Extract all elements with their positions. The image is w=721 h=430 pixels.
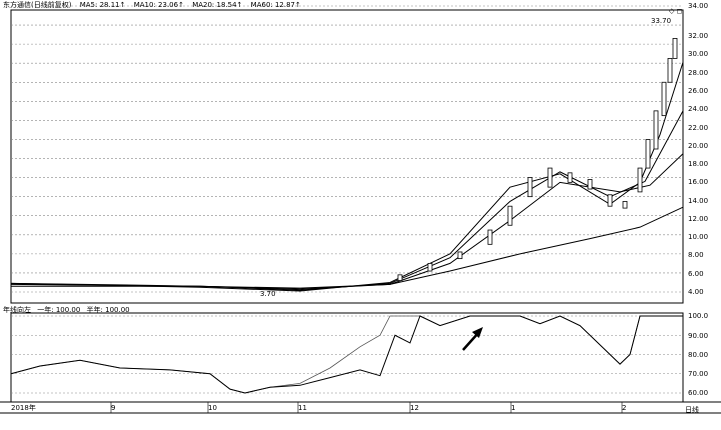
upper-legend: 东方通信(日线前复权) MA5: 28.11↑ MA10: 23.06↑ MA2… — [3, 1, 307, 10]
ma10-line — [10, 110, 684, 291]
indicator-tick: 100.0 — [688, 312, 709, 320]
price-tick: 24.00 — [688, 105, 709, 113]
candle — [622, 201, 628, 209]
peak-price-label: 33.70 — [651, 17, 672, 25]
price-tick: 12.00 — [688, 215, 709, 223]
price-tick: 30.00 — [688, 50, 709, 58]
candle — [487, 229, 493, 245]
candle — [587, 179, 593, 190]
candle — [567, 172, 573, 183]
lower-legend-title: 年线向左 — [3, 306, 31, 314]
window-icons[interactable]: ◇ ◻ — [669, 7, 683, 15]
candle — [661, 81, 667, 117]
date-tick: 1 — [511, 404, 516, 412]
price-tick: 20.00 — [688, 142, 709, 150]
price-tick: 26.00 — [688, 87, 709, 95]
candle — [547, 167, 553, 188]
candle — [607, 194, 613, 207]
candle — [457, 251, 463, 260]
date-tick: 2 — [622, 404, 627, 412]
price-tick: 22.00 — [688, 124, 709, 132]
indicator-tick: 80.00 — [688, 351, 709, 359]
price-tick: 18.00 — [688, 160, 709, 168]
date-tick: 2018年 — [11, 404, 36, 412]
date-tick: 11 — [298, 404, 307, 412]
date-tick: 9 — [111, 404, 116, 412]
price-tick: 32.00 — [688, 32, 709, 40]
candle — [527, 177, 533, 198]
indicator-tick: 60.00 — [688, 389, 709, 397]
low-price-label: 3.70 — [260, 290, 276, 298]
ma60-line — [10, 206, 684, 289]
indicator-panel-frame — [10, 312, 684, 403]
price-tick: 6.00 — [688, 270, 704, 278]
price-tick: 4.00 — [688, 288, 704, 296]
candle — [672, 38, 678, 59]
ma5-label: MA5: 28.11↑ — [79, 1, 126, 9]
candle — [645, 139, 651, 169]
price-tick: 14.00 — [688, 197, 709, 205]
candle — [427, 262, 433, 272]
candle — [397, 274, 403, 281]
indicator-tick: 90.00 — [688, 332, 709, 340]
date-tick: 12 — [410, 404, 419, 412]
lower-legend: 年线向左 一年: 100.00 半年: 100.00 — [3, 306, 134, 315]
annotation-arrow-head — [472, 327, 483, 338]
candle — [667, 58, 673, 83]
price-tick: 16.00 — [688, 178, 709, 186]
half-year-label: 半年: 100.00 — [86, 306, 130, 314]
one-year-label: 一年: 100.00 — [37, 306, 81, 314]
date-tick: 10 — [208, 404, 217, 412]
ma60-label: MA60: 12.87↑ — [250, 1, 301, 9]
period-label[interactable]: 日线 — [685, 406, 699, 414]
ma5-line — [10, 62, 684, 292]
price-tick: 8.00 — [688, 251, 704, 259]
ma20-line — [11, 153, 684, 290]
ma20-label: MA20: 18.54↑ — [192, 1, 243, 9]
candle — [653, 110, 659, 150]
candle — [637, 167, 643, 193]
price-tick: 10.00 — [688, 233, 709, 241]
one-year-line — [10, 315, 683, 394]
indicator-tick: 70.00 — [688, 370, 709, 378]
price-tick: 34.00 — [688, 2, 709, 10]
upper-legend-title: 东方通信(日线前复权) — [3, 1, 72, 9]
ma10-label: MA10: 23.06↑ — [133, 1, 184, 9]
price-panel-frame — [10, 9, 684, 304]
candle — [507, 205, 513, 226]
price-tick: 28.00 — [688, 69, 709, 77]
